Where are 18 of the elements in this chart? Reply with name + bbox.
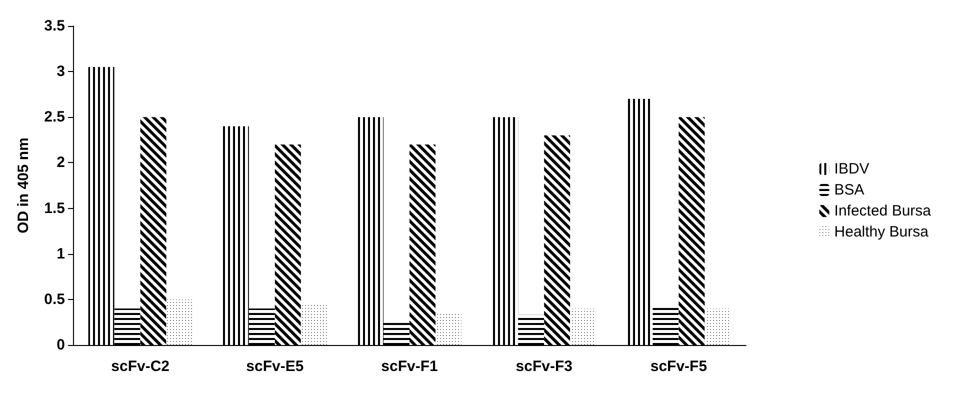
x-tick-label: scFv-F3	[516, 358, 572, 375]
x-tick-label: scFv-C2	[111, 358, 170, 375]
y-tick-label: 0	[56, 336, 65, 354]
x-tick-label: scFv-F5	[650, 358, 708, 375]
x-tick-label: scFv-E5	[246, 358, 304, 375]
legend-label: Healthy Bursa	[834, 224, 930, 240]
y-tick-label: 2.5	[44, 108, 65, 126]
legend-label: Infected Bursa	[834, 202, 932, 220]
legend-label: IBDV	[834, 160, 870, 178]
legend-label: BSA	[834, 182, 864, 198]
y-tick-label: 2	[56, 154, 65, 172]
x-tick-label: scFv-F1	[381, 358, 438, 375]
y-tick-label: 0.5	[44, 290, 65, 308]
y-tick-label: 1	[56, 245, 65, 262]
y-tick-label: 3	[56, 63, 65, 80]
y-axis-title: OD in 405 nm	[15, 138, 32, 234]
y-tick-label: 3.5	[44, 18, 65, 34]
y-tick-label: 1.5	[44, 200, 65, 217]
